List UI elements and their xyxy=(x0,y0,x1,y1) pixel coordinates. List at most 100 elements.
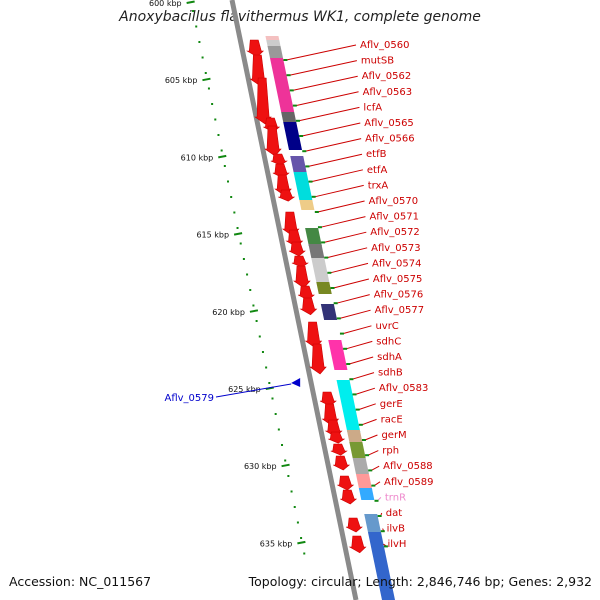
gene-label[interactable]: ilvH xyxy=(387,539,406,550)
highlight-layer[interactable]: Aflv_0579 xyxy=(164,378,301,404)
cog-block[interactable] xyxy=(316,282,332,294)
gene-label[interactable]: Aflv_0589 xyxy=(384,477,434,488)
cds-arrow[interactable] xyxy=(340,489,358,505)
gene-leader-line xyxy=(355,387,376,395)
gene-label[interactable]: Aflv_0588 xyxy=(383,461,433,472)
gene-label[interactable]: Aflv_0583 xyxy=(379,383,429,394)
gene-label[interactable]: Aflv_0565 xyxy=(364,118,414,129)
cds-arrow[interactable] xyxy=(297,285,315,301)
cog-block[interactable] xyxy=(311,258,330,282)
cog-block[interactable] xyxy=(346,430,363,442)
gene-label[interactable]: Aflv_0574 xyxy=(372,258,422,269)
cog-block[interactable] xyxy=(265,36,280,40)
cds-arrow[interactable] xyxy=(278,189,296,202)
gene-label[interactable]: mutSB xyxy=(361,56,394,67)
cds-arrow[interactable] xyxy=(337,475,355,491)
cog-block[interactable] xyxy=(299,200,315,210)
cds-arrow[interactable] xyxy=(299,297,318,316)
tick-label: 630 kbp xyxy=(244,462,277,471)
cds-arrow[interactable] xyxy=(288,241,306,257)
gene-label[interactable]: etfB xyxy=(366,149,387,160)
cds-arrow[interactable] xyxy=(348,535,367,554)
cog-block[interactable] xyxy=(305,228,322,246)
gene-leader-line xyxy=(286,44,357,61)
gene-label[interactable]: Aflv_0560 xyxy=(360,40,410,51)
cog-block[interactable] xyxy=(281,112,297,122)
track-dot xyxy=(192,10,195,12)
cds-arrow[interactable] xyxy=(246,39,265,58)
gene-label[interactable]: Aflv_0562 xyxy=(362,71,412,82)
gene-label[interactable]: sdhA xyxy=(377,352,402,363)
cds-arrow[interactable] xyxy=(328,431,346,444)
cds-features[interactable] xyxy=(246,36,395,600)
gene-label[interactable]: sdhB xyxy=(378,368,403,379)
gene-label[interactable]: Aflv_0575 xyxy=(373,274,423,285)
cog-block[interactable] xyxy=(266,40,281,46)
gene-leader-line xyxy=(361,418,377,426)
gene-label[interactable]: ilvB xyxy=(387,524,405,535)
gene-label[interactable]: Aflv_0570 xyxy=(369,196,419,207)
cds-arrow[interactable] xyxy=(264,125,282,157)
gene-label[interactable]: trnR xyxy=(385,492,406,503)
gene-leader-line xyxy=(314,184,364,198)
track-dot xyxy=(201,56,204,59)
gene-label[interactable]: racE xyxy=(381,414,403,425)
cog-block[interactable] xyxy=(290,156,307,172)
track-dot xyxy=(287,475,290,477)
gene-labels[interactable]: Aflv_0560 mutSB Aflv_0562 Aflv_0563 lcfA Aflv… xyxy=(283,40,434,550)
cog-block[interactable] xyxy=(328,340,348,370)
cog-block[interactable] xyxy=(293,172,313,200)
cog-block[interactable] xyxy=(320,304,338,320)
cds-arrow[interactable] xyxy=(270,153,288,166)
cog-block[interactable] xyxy=(355,474,373,490)
cog-block[interactable] xyxy=(269,58,295,112)
gene-label[interactable]: sdhC xyxy=(376,336,401,347)
highlight-gene-label[interactable]: Aflv_0579 xyxy=(164,393,214,404)
cds-arrow[interactable] xyxy=(291,255,309,268)
gene-label[interactable]: Aflv_0577 xyxy=(375,305,425,316)
tick-label: 605 kbp xyxy=(165,76,198,85)
cds-arrow[interactable] xyxy=(254,77,272,125)
tick-label: 625 kbp xyxy=(228,385,261,394)
gene-label[interactable]: Aflv_0566 xyxy=(365,134,415,145)
gene-leader-line xyxy=(333,278,369,289)
gene-label[interactable]: trxA xyxy=(368,180,389,191)
cds-arrow[interactable] xyxy=(293,265,311,289)
cds-arrow[interactable] xyxy=(345,517,363,533)
tick-mark xyxy=(297,540,306,545)
gene-label[interactable]: lcfA xyxy=(363,102,382,113)
tick-label: 635 kbp xyxy=(260,539,293,548)
gene-label[interactable]: dat xyxy=(386,508,402,519)
cog-block[interactable] xyxy=(352,458,369,474)
track-dot xyxy=(255,320,258,322)
gene-label[interactable]: gerE xyxy=(380,399,403,410)
cog-block[interactable] xyxy=(336,380,361,432)
kbp-ticks: 600 kbp 605 kbp 610 kbp 615 kbp 620 kbp 625 k… xyxy=(149,0,306,548)
gene-label[interactable]: etfA xyxy=(367,165,388,176)
cds-arrow[interactable] xyxy=(309,343,327,375)
gene-label[interactable]: Aflv_0572 xyxy=(370,227,420,238)
cog-block[interactable] xyxy=(349,442,366,458)
gene-label[interactable]: rph xyxy=(382,446,399,457)
gene-label[interactable]: Aflv_0571 xyxy=(369,212,419,223)
cog-block[interactable] xyxy=(283,122,302,150)
dotted-track xyxy=(192,10,306,555)
gene-label[interactable]: Aflv_0573 xyxy=(371,243,421,254)
cds-arrow[interactable] xyxy=(333,455,351,471)
gene-label[interactable]: Aflv_0576 xyxy=(374,290,424,301)
gene-label[interactable]: gerM xyxy=(381,430,406,441)
cds-arrow[interactable] xyxy=(319,391,337,407)
cds-arrow[interactable] xyxy=(330,443,348,456)
cog-block[interactable] xyxy=(364,514,381,532)
cog-block[interactable] xyxy=(267,46,283,58)
gene-label[interactable]: Aflv_0563 xyxy=(363,87,413,98)
gene-label[interactable]: uvrC xyxy=(375,321,398,332)
track-dot xyxy=(198,41,201,43)
highlight-gene-arrow[interactable] xyxy=(291,378,301,387)
cog-block[interactable] xyxy=(308,244,325,258)
track-dot xyxy=(214,118,217,121)
track-dot xyxy=(274,413,277,415)
cog-block[interactable] xyxy=(358,488,375,500)
cog-block[interactable] xyxy=(367,532,395,600)
